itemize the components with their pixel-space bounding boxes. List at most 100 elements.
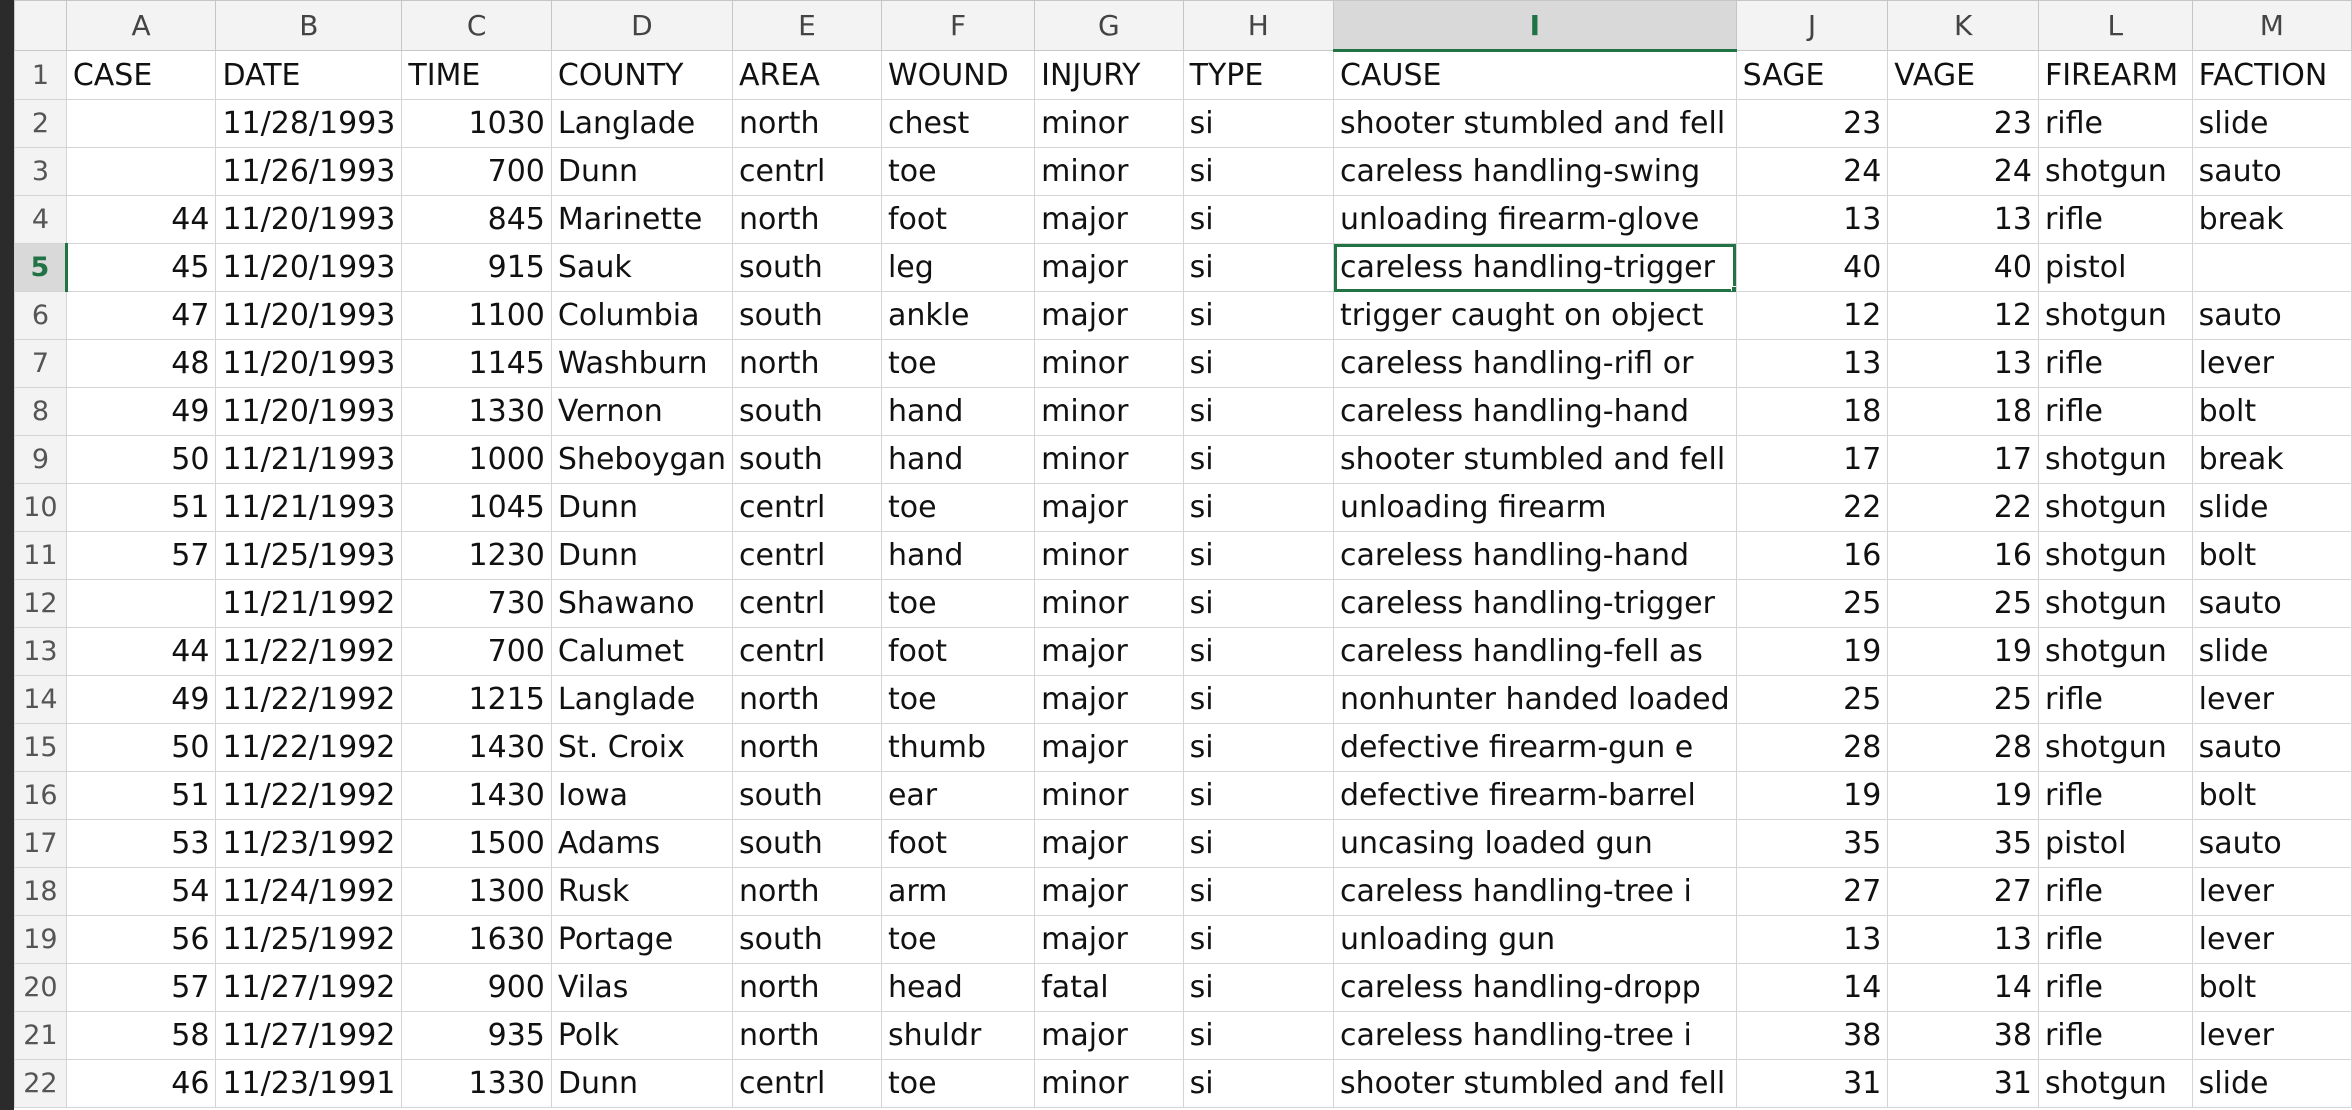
table-cell[interactable]: careless handling-tree i xyxy=(1333,867,1737,916)
table-cell[interactable]: minor xyxy=(1034,147,1184,196)
row-header[interactable]: 5 xyxy=(14,243,68,292)
table-cell[interactable]: shotgun xyxy=(2037,531,2193,580)
table-cell[interactable]: careless handling-hand xyxy=(1333,387,1737,436)
table-cell[interactable]: si xyxy=(1182,915,1335,964)
table-cell[interactable]: careless handling-hand xyxy=(1333,531,1737,580)
table-cell[interactable]: unloading firearm xyxy=(1333,483,1737,532)
table-cell[interactable]: Shawano xyxy=(550,579,734,628)
table-cell[interactable]: 1500 xyxy=(401,819,552,868)
table-cell[interactable]: 13 xyxy=(1887,339,2039,388)
table-cell[interactable]: 51 xyxy=(65,483,217,532)
table-cell[interactable]: si xyxy=(1182,819,1335,868)
table-cell[interactable]: 11/21/1992 xyxy=(215,579,403,628)
table-cell[interactable]: sauto xyxy=(2191,579,2352,628)
table-cell[interactable]: hand xyxy=(880,387,1036,436)
table-cell[interactable]: 31 xyxy=(1887,1059,2039,1108)
table-cell[interactable]: 28 xyxy=(1887,723,2039,772)
table-cell[interactable] xyxy=(65,147,217,196)
table-cell[interactable]: 11/28/1993 xyxy=(215,99,403,148)
table-cell[interactable]: 44 xyxy=(65,627,217,676)
table-cell[interactable]: 1215 xyxy=(401,675,552,724)
table-cell[interactable]: si xyxy=(1182,723,1335,772)
table-cell[interactable]: 28 xyxy=(1735,723,1889,772)
table-cell[interactable]: 1100 xyxy=(401,291,552,340)
table-cell[interactable]: rifle xyxy=(2037,99,2193,148)
table-cell[interactable]: major xyxy=(1034,291,1184,340)
table-cell[interactable]: 47 xyxy=(65,291,217,340)
table-cell[interactable]: 27 xyxy=(1735,867,1889,916)
table-cell[interactable]: 1300 xyxy=(401,867,552,916)
table-cell[interactable]: toe xyxy=(880,147,1036,196)
table-cell[interactable]: hand xyxy=(880,531,1036,580)
field-header-cell[interactable]: CASE xyxy=(65,50,217,100)
table-cell[interactable]: Dunn xyxy=(550,147,734,196)
table-cell[interactable]: si xyxy=(1182,627,1335,676)
table-cell[interactable]: 900 xyxy=(401,963,552,1012)
table-cell[interactable]: si xyxy=(1182,531,1335,580)
table-cell[interactable]: 11/23/1992 xyxy=(215,819,403,868)
table-cell[interactable]: rifle xyxy=(2037,387,2193,436)
table-cell[interactable]: slide xyxy=(2191,483,2352,532)
table-cell[interactable]: 14 xyxy=(1887,963,2039,1012)
field-header-cell[interactable]: AREA xyxy=(732,50,882,100)
table-cell[interactable]: minor xyxy=(1034,579,1184,628)
table-cell[interactable]: shuldr xyxy=(880,1011,1036,1060)
table-cell[interactable]: 19 xyxy=(1735,627,1889,676)
table-cell[interactable]: shooter stumbled and fell xyxy=(1333,1059,1737,1108)
table-cell[interactable]: centrl xyxy=(732,147,882,196)
table-cell[interactable]: Langlade xyxy=(550,675,734,724)
table-cell[interactable]: unloading gun xyxy=(1333,915,1737,964)
table-cell[interactable]: south xyxy=(732,915,882,964)
table-cell[interactable]: hand xyxy=(880,435,1036,484)
table-cell[interactable]: shotgun xyxy=(2037,435,2193,484)
table-cell[interactable]: rifle xyxy=(2037,915,2193,964)
table-cell[interactable]: Adams xyxy=(550,819,734,868)
row-header[interactable]: 2 xyxy=(14,99,67,148)
table-cell[interactable]: slide xyxy=(2191,627,2352,676)
table-cell[interactable]: south xyxy=(732,771,882,820)
table-cell[interactable]: rifle xyxy=(2037,867,2193,916)
table-cell[interactable]: 935 xyxy=(401,1011,552,1060)
table-cell[interactable]: major xyxy=(1034,243,1184,292)
table-cell[interactable]: 11/27/1992 xyxy=(215,1011,403,1060)
table-cell[interactable]: slide xyxy=(2191,1059,2352,1108)
table-cell[interactable]: 12 xyxy=(1735,291,1889,340)
column-header-k[interactable]: K xyxy=(1887,0,2039,51)
table-cell[interactable]: Iowa xyxy=(550,771,734,820)
table-cell[interactable]: bolt xyxy=(2191,963,2352,1012)
table-cell[interactable]: 58 xyxy=(65,1011,217,1060)
table-cell[interactable]: arm xyxy=(880,867,1036,916)
table-cell[interactable]: nonhunter handed loaded xyxy=(1333,675,1737,724)
field-header-cell[interactable]: CAUSE xyxy=(1333,50,1737,100)
table-cell[interactable]: 40 xyxy=(1887,243,2039,292)
table-cell[interactable]: rifle xyxy=(2037,1011,2193,1060)
row-header[interactable]: 8 xyxy=(14,387,67,436)
table-cell[interactable]: 700 xyxy=(401,147,552,196)
table-cell[interactable]: foot xyxy=(880,819,1036,868)
field-header-cell[interactable]: COUNTY xyxy=(550,50,734,100)
table-cell[interactable]: bolt xyxy=(2191,387,2352,436)
table-cell[interactable]: 11/27/1992 xyxy=(215,963,403,1012)
table-cell[interactable]: bolt xyxy=(2191,531,2352,580)
table-cell[interactable]: 11/20/1993 xyxy=(215,195,403,244)
table-cell[interactable]: Rusk xyxy=(550,867,734,916)
table-cell[interactable]: Marinette xyxy=(550,195,734,244)
table-cell[interactable]: 1430 xyxy=(401,771,552,820)
table-cell[interactable]: si xyxy=(1182,579,1335,628)
table-cell[interactable]: defective firearm-barrel xyxy=(1333,771,1737,820)
table-cell[interactable]: 23 xyxy=(1735,99,1889,148)
table-cell[interactable]: si xyxy=(1182,867,1335,916)
table-cell[interactable]: north xyxy=(732,723,882,772)
row-header[interactable]: 9 xyxy=(14,435,67,484)
row-header[interactable]: 15 xyxy=(14,723,67,772)
table-cell[interactable]: foot xyxy=(880,627,1036,676)
table-cell[interactable]: 25 xyxy=(1735,675,1889,724)
table-cell[interactable]: south xyxy=(732,435,882,484)
table-cell[interactable]: 19 xyxy=(1887,771,2039,820)
table-cell[interactable]: shotgun xyxy=(2037,483,2193,532)
table-cell[interactable]: minor xyxy=(1034,771,1184,820)
table-cell[interactable]: foot xyxy=(880,195,1036,244)
table-cell[interactable]: south xyxy=(732,291,882,340)
table-cell[interactable]: si xyxy=(1182,243,1335,292)
table-cell[interactable]: 915 xyxy=(401,243,552,292)
